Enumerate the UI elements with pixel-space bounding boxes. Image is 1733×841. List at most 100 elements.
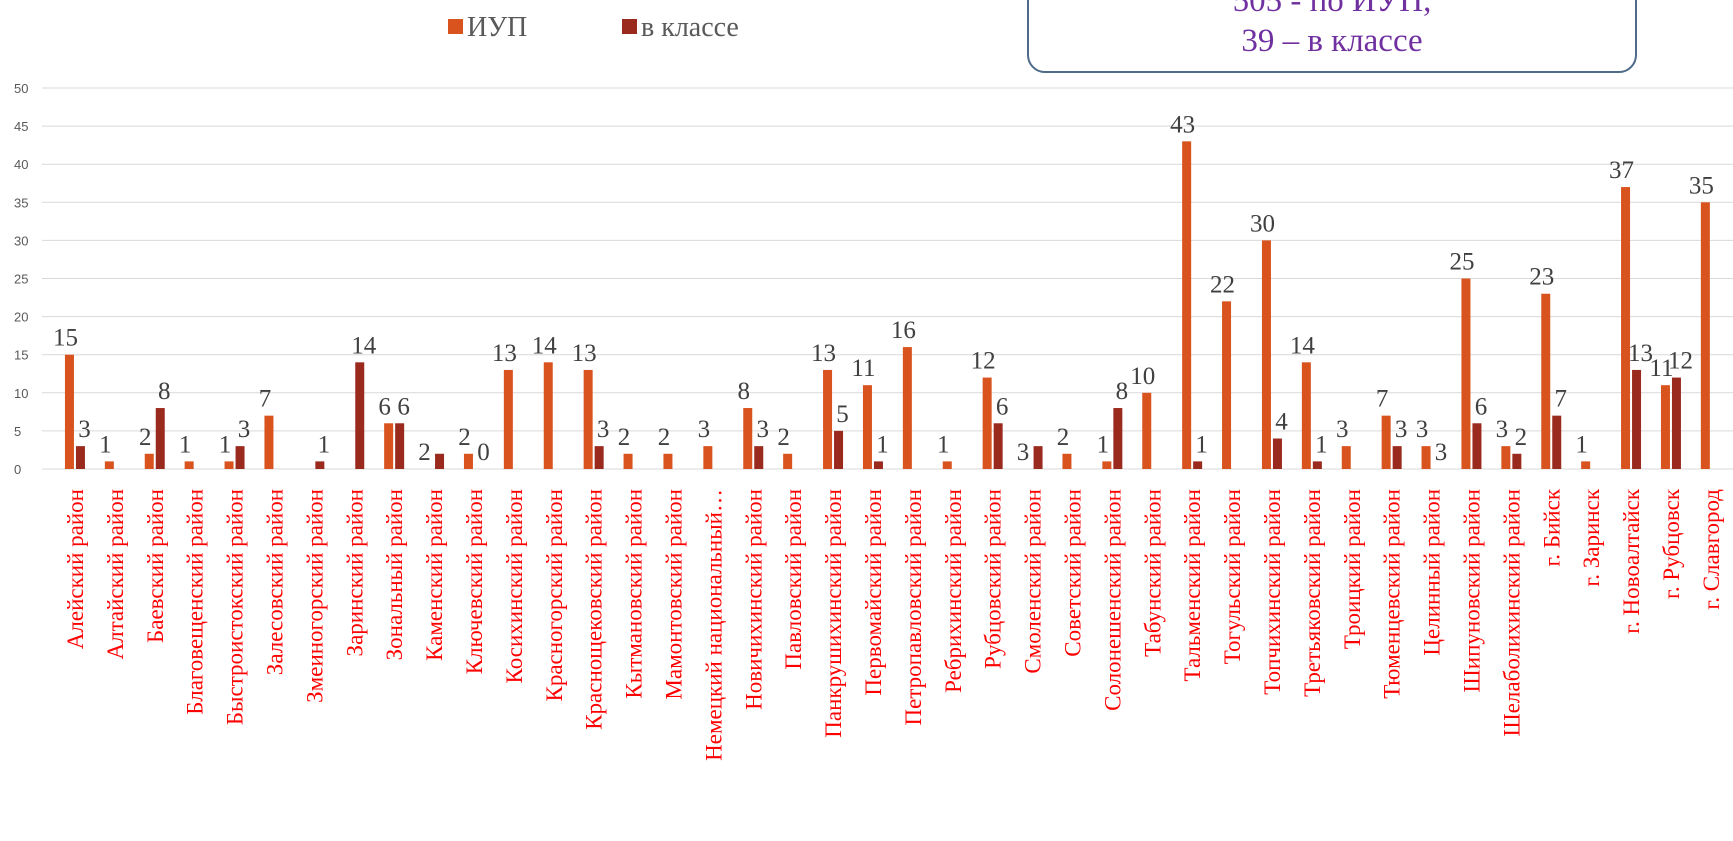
data-label-iup: 2 [418, 439, 431, 466]
bar-in-class [834, 430, 844, 469]
x-category-label: Топчихинский район [1260, 489, 1285, 695]
x-category-label: Залесовский район [262, 489, 287, 675]
data-label-in-class: 13 [1628, 340, 1653, 367]
x-category-label: Троицкий район [1340, 489, 1365, 649]
bar-in-class [1312, 461, 1322, 469]
data-label-iup: 12 [971, 348, 996, 375]
bar-iup [1222, 301, 1232, 469]
data-label-in-class: 2 [1515, 424, 1528, 451]
data-label-iup: 1 [99, 431, 112, 458]
bar-in-class [1193, 461, 1203, 469]
x-category-label: Тюменцевский район [1380, 489, 1405, 699]
bars [64, 141, 1710, 470]
data-label-in-class: 12 [1668, 348, 1693, 375]
data-label-iup: 13 [572, 340, 597, 367]
bar-iup [823, 369, 833, 469]
bar-in-class [315, 461, 325, 469]
data-label-iup: 2 [139, 424, 152, 451]
data-label-iup: 13 [492, 340, 517, 367]
data-label-iup: 35 [1689, 172, 1714, 199]
data-label-in-class: 3 [78, 416, 91, 443]
bar-iup [1182, 141, 1192, 469]
x-category-label: Заринский район [342, 489, 367, 656]
bar-iup [384, 423, 394, 469]
y-tick-label: 40 [14, 157, 28, 172]
bar-in-class [395, 423, 405, 469]
bar-iup [902, 347, 912, 469]
bar-in-class [993, 423, 1003, 469]
bar-in-class [1512, 453, 1522, 469]
data-label-iup: 37 [1609, 157, 1634, 184]
data-label-iup: 2 [1057, 424, 1070, 451]
x-category-label: Алтайский район [103, 489, 128, 660]
callout-line-2: 39 – в классе [1241, 23, 1423, 59]
x-category-label: Шипуновский район [1459, 489, 1484, 692]
y-tick-label: 30 [14, 233, 28, 248]
data-label-iup: 16 [891, 317, 916, 344]
data-label-in-class: 5 [836, 401, 849, 428]
bar-iup [942, 461, 952, 469]
bar-iup [743, 408, 753, 469]
x-category-label: Павловский район [781, 489, 806, 670]
bar-iup [1142, 392, 1152, 469]
bar-in-class [594, 446, 604, 469]
data-label-in-class: 6 [397, 393, 410, 420]
bar-in-class [355, 362, 365, 469]
x-category-label: Благовещенский район [183, 489, 208, 715]
x-category-label: Советский район [1060, 489, 1085, 657]
x-category-label: Первомайский район [861, 489, 886, 696]
callout-line-1: 505 - по ИУП, [1232, 0, 1432, 19]
bar-iup [1541, 293, 1551, 469]
data-label-in-class: 0 [477, 439, 490, 466]
bar-iup [463, 453, 473, 469]
x-category-label: г. Новоалтайск [1619, 488, 1644, 634]
data-label-iup: 22 [1210, 271, 1235, 298]
bar-iup [184, 461, 194, 469]
bar-iup [663, 453, 673, 469]
data-label-iup: 23 [1529, 264, 1554, 291]
y-tick-label: 25 [14, 272, 28, 287]
data-label-iup: 1 [219, 431, 232, 458]
bar-iup [264, 415, 274, 469]
data-label-in-class: 1 [876, 431, 889, 458]
data-label-in-class: 3 [1395, 416, 1408, 443]
x-category-label: Немецкий национальный… [701, 489, 726, 761]
data-label-iup: 30 [1250, 210, 1275, 237]
bar-iup [1381, 415, 1391, 469]
data-label-in-class: 1 [318, 431, 331, 458]
x-category-label: г. Славгород [1699, 489, 1724, 610]
bar-in-class [1392, 446, 1402, 469]
data-label-in-class: 7 [1555, 386, 1568, 413]
data-label-iup: 14 [1290, 332, 1316, 359]
bar-iup [982, 377, 992, 469]
data-label-in-class: 3 [597, 416, 610, 443]
data-label-iup: 3 [1416, 416, 1429, 443]
y-tick-label: 20 [14, 310, 28, 325]
data-label-in-class: 6 [996, 393, 1009, 420]
x-category-label: Алейский район [63, 489, 88, 649]
bar-iup [1461, 278, 1471, 469]
y-tick-label: 45 [14, 119, 28, 134]
bar-iup [144, 453, 154, 469]
legend-item-in-class: в классе [622, 12, 739, 44]
data-label-iup: 2 [777, 424, 790, 451]
data-label-iup: 11 [851, 355, 875, 382]
data-label-iup: 1 [1097, 431, 1110, 458]
data-label-in-class: 3 [1435, 439, 1448, 466]
bar-iup [703, 446, 713, 469]
data-label-iup: 2 [618, 424, 631, 451]
data-label-in-class: 3 [757, 416, 770, 443]
data-label-iup: 7 [1376, 386, 1389, 413]
x-axis-labels: Алейский район Алтайский район Баевский ра… [63, 488, 1724, 761]
x-category-label: Каменский район [422, 489, 447, 661]
y-tick-label: 50 [14, 81, 28, 96]
y-tick-label: 0 [14, 462, 21, 477]
x-category-label: Ребрихинский район [941, 489, 966, 693]
x-category-label: Тогульский район [1220, 489, 1245, 664]
data-label-iup: 1 [937, 431, 950, 458]
x-category-label: Тальменский район [1180, 489, 1205, 682]
data-label-iup: 3 [1496, 416, 1509, 443]
legend-swatch-in-class [622, 19, 637, 34]
